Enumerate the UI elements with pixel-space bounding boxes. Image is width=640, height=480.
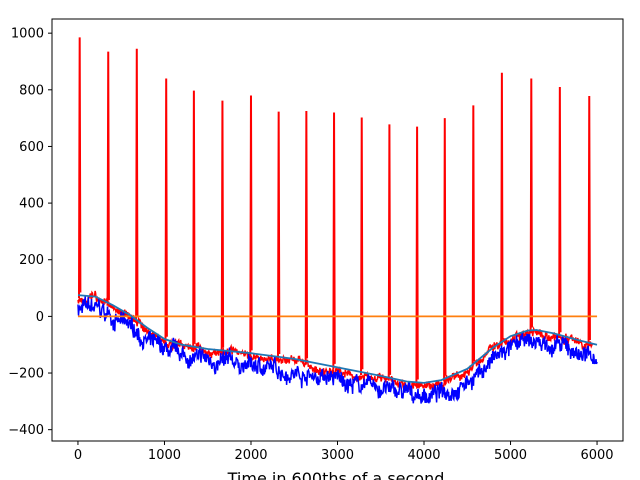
peak-spike — [471, 105, 476, 367]
y-tick-label: 200 — [19, 253, 44, 268]
peak-spike — [415, 126, 419, 386]
y-tick-label: 0 — [36, 310, 44, 325]
peak-spike — [387, 124, 392, 381]
x-tick-label: 1000 — [148, 448, 181, 463]
x-axis-label: Time in 600ths of a second — [227, 469, 445, 480]
peak-spike — [135, 48, 139, 323]
peak-spike — [304, 111, 309, 365]
y-tick-label: −400 — [8, 423, 44, 438]
y-tick-label: 600 — [19, 140, 44, 155]
y-tick-label: 800 — [19, 83, 44, 98]
peak-spike — [587, 96, 591, 346]
peak-spike — [192, 90, 196, 350]
peak-spike — [360, 117, 364, 375]
peak-spike — [558, 86, 562, 338]
axes: 0 1000 2000 3000 4000 5000 6000 −400 −200 0 200 400… — [8, 18, 624, 463]
x-tick-label: 4000 — [407, 448, 440, 463]
x-tick-label: 6000 — [580, 448, 613, 463]
series-raw-signal-line — [77, 296, 598, 404]
x-tick-label: 2000 — [234, 448, 267, 463]
peak-spike — [164, 78, 168, 343]
plot-area — [77, 37, 598, 404]
peak-spike — [77, 37, 82, 299]
peak-spike — [500, 72, 504, 345]
y-tick-label: −200 — [8, 367, 44, 382]
x-tick-label: 5000 — [494, 448, 527, 463]
y-tick-label: 1000 — [11, 27, 44, 42]
y-tick-label: 400 — [19, 197, 44, 212]
peak-spike — [276, 111, 281, 360]
peak-spike — [106, 51, 110, 306]
series-trend-line — [77, 294, 598, 384]
x-tick-label: 3000 — [321, 448, 354, 463]
peak-spike — [220, 100, 225, 354]
peak-spike — [443, 118, 447, 382]
peak-spike — [332, 112, 336, 370]
peak-spike — [249, 95, 253, 357]
x-tick-label: 0 — [74, 448, 82, 463]
peak-spike — [529, 78, 533, 334]
